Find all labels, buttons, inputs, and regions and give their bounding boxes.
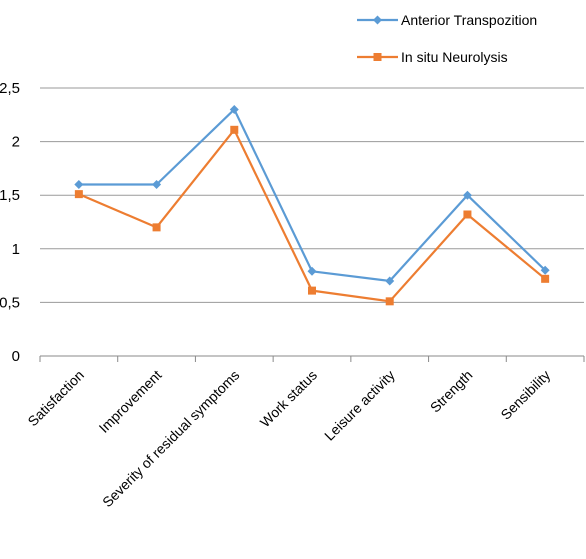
y-tick-label: 0,5 xyxy=(0,294,20,311)
y-tick-label: 2,5 xyxy=(0,80,20,97)
x-tick-label: Work status xyxy=(257,367,320,430)
y-tick-label: 0 xyxy=(12,348,20,365)
x-tick-label: Strength xyxy=(427,367,476,416)
data-point xyxy=(74,179,84,189)
data-point xyxy=(308,286,316,295)
data-point xyxy=(152,179,162,189)
data-point xyxy=(462,190,472,200)
data-point xyxy=(229,104,239,114)
data-point xyxy=(541,274,550,283)
data-point xyxy=(307,266,317,276)
legend: Anterior Transpozition In situ Neurolysis xyxy=(357,12,537,65)
data-point xyxy=(74,190,83,199)
data-point xyxy=(385,276,395,286)
series-1 xyxy=(74,104,550,286)
data-point xyxy=(152,223,161,232)
legend-marker xyxy=(373,15,382,25)
legend-marker xyxy=(373,53,382,61)
y-axis: 0 0,5 1 1,5 2 2,5 xyxy=(0,80,20,365)
gridlines xyxy=(40,87,584,303)
series-group xyxy=(74,104,550,306)
y-tick-label: 1,5 xyxy=(0,187,20,204)
data-point xyxy=(385,297,394,306)
data-point xyxy=(463,210,472,219)
legend-label: In situ Neurolysis xyxy=(401,49,508,65)
x-tick-label: Satisfaction xyxy=(24,367,86,429)
data-point xyxy=(230,125,239,134)
x-tick-label: Severity of residual symptoms xyxy=(99,367,242,510)
legend-label: Anterior Transpozition xyxy=(401,12,537,28)
series-2 xyxy=(74,125,550,306)
data-point xyxy=(540,265,550,275)
x-tick-label: Leisure activity xyxy=(321,367,398,444)
y-tick-label: 2 xyxy=(12,134,20,151)
legend-item-2: In situ Neurolysis xyxy=(357,49,508,65)
y-tick-label: 1 xyxy=(12,241,20,258)
legend-item-1: Anterior Transpozition xyxy=(357,12,537,28)
x-tick-label: Improvement xyxy=(96,367,165,436)
x-tick-label: Sensibility xyxy=(497,367,553,423)
